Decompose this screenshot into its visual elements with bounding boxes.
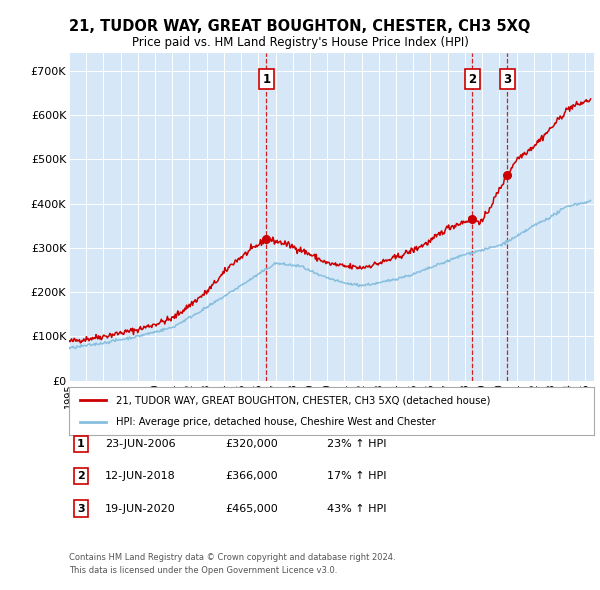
Text: £465,000: £465,000 <box>225 504 278 513</box>
Text: 21, TUDOR WAY, GREAT BOUGHTON, CHESTER, CH3 5XQ (detached house): 21, TUDOR WAY, GREAT BOUGHTON, CHESTER, … <box>116 395 491 405</box>
Text: 12-JUN-2018: 12-JUN-2018 <box>105 471 176 481</box>
Text: 1: 1 <box>262 73 271 86</box>
Text: HPI: Average price, detached house, Cheshire West and Chester: HPI: Average price, detached house, Ches… <box>116 417 436 427</box>
Text: 3: 3 <box>503 73 511 86</box>
Text: £366,000: £366,000 <box>225 471 278 481</box>
Text: 21, TUDOR WAY, GREAT BOUGHTON, CHESTER, CH3 5XQ: 21, TUDOR WAY, GREAT BOUGHTON, CHESTER, … <box>70 19 530 34</box>
Text: 23% ↑ HPI: 23% ↑ HPI <box>327 439 386 448</box>
Text: 17% ↑ HPI: 17% ↑ HPI <box>327 471 386 481</box>
Text: Contains HM Land Registry data © Crown copyright and database right 2024.: Contains HM Land Registry data © Crown c… <box>69 553 395 562</box>
Text: Price paid vs. HM Land Registry's House Price Index (HPI): Price paid vs. HM Land Registry's House … <box>131 36 469 49</box>
Text: 23-JUN-2006: 23-JUN-2006 <box>105 439 176 448</box>
Text: 19-JUN-2020: 19-JUN-2020 <box>105 504 176 513</box>
Text: 43% ↑ HPI: 43% ↑ HPI <box>327 504 386 513</box>
Text: 3: 3 <box>77 504 85 513</box>
Text: 2: 2 <box>469 73 476 86</box>
Text: 1: 1 <box>77 439 85 448</box>
Text: 2: 2 <box>77 471 85 481</box>
Text: This data is licensed under the Open Government Licence v3.0.: This data is licensed under the Open Gov… <box>69 566 337 575</box>
Text: £320,000: £320,000 <box>225 439 278 448</box>
